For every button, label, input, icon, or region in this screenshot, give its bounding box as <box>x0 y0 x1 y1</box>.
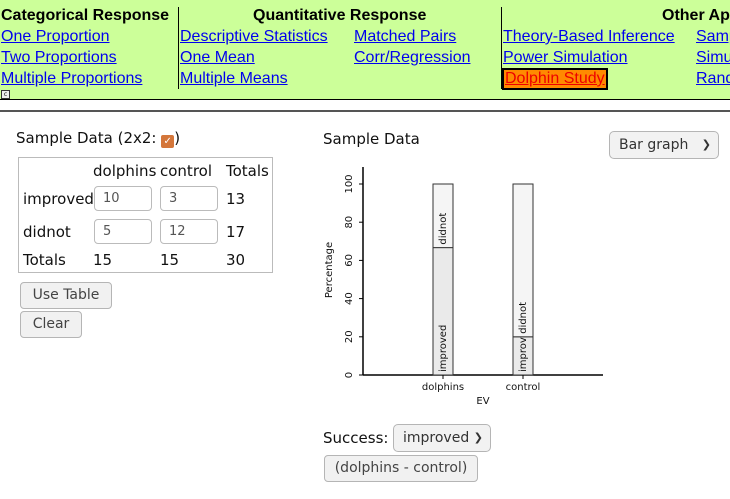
use-table-button[interactable]: Use Table <box>20 282 112 309</box>
didnot-dolphins-input[interactable] <box>94 219 152 244</box>
success-select[interactable]: improved ❯ <box>393 424 491 452</box>
collapse-nav-toggle[interactable]: c <box>1 90 10 99</box>
sample-data-heading: Sample Data (2x2: ✓) <box>16 129 180 148</box>
bar-segment-didnot <box>512 183 534 338</box>
app-navigation: Categorical Response Quantitative Respon… <box>0 0 730 100</box>
other-applets-header: Other Ap <box>662 7 730 24</box>
graph-type-value: Bar graph <box>619 137 689 153</box>
improved-control-input[interactable] <box>160 186 218 211</box>
simulation-link[interactable]: Simu <box>696 49 730 66</box>
improved-dolphins-input[interactable] <box>94 186 152 211</box>
control-total: 15 <box>160 251 180 269</box>
improved-total: 13 <box>226 190 246 208</box>
two-by-two-checkbox[interactable]: ✓ <box>161 135 175 148</box>
row-label-didnot: didnot <box>23 223 71 241</box>
nav-divider <box>178 7 179 89</box>
dolphins-total: 15 <box>93 251 113 269</box>
chevron-down-icon: ❯ <box>473 431 483 444</box>
nav-border <box>0 99 730 100</box>
two-way-table: dolphins control Totals improved 13 didn… <box>18 157 273 273</box>
bar-label-improved: improved <box>518 325 529 372</box>
column-header-totals: Totals <box>226 162 269 180</box>
graph-type-select[interactable]: Bar graph ❯ <box>609 131 719 159</box>
didnot-control-input[interactable] <box>160 219 218 244</box>
bar-label-improved: improved <box>438 325 449 372</box>
y-axis-label: Percentage <box>324 242 335 298</box>
graph-title: Sample Data <box>323 130 420 148</box>
success-value: improved <box>403 430 470 446</box>
bar-segment-didnot <box>432 183 454 249</box>
descriptive-statistics-link[interactable]: Descriptive Statistics <box>180 28 328 45</box>
matched-pairs-link[interactable]: Matched Pairs <box>354 28 457 45</box>
didnot-total: 17 <box>226 223 246 241</box>
success-label: Success: <box>323 429 389 447</box>
one-proportion-link[interactable]: One Proportion <box>1 28 110 45</box>
column-header-control: control <box>160 162 212 180</box>
column-header-dolphins: dolphins <box>93 162 157 180</box>
chevron-down-icon: ❯ <box>701 138 711 151</box>
y-tick-label: 80 <box>344 216 355 229</box>
nav-divider <box>501 7 502 89</box>
theory-based-inference-link[interactable]: Theory-Based Inference <box>503 28 675 45</box>
difference-button[interactable]: (dolphins - control) <box>324 455 478 482</box>
bar-label-didnot: didnot <box>438 213 449 245</box>
y-tick-label: 100 <box>344 174 355 193</box>
two-proportions-link[interactable]: Two Proportions <box>1 49 117 66</box>
clear-button[interactable]: Clear <box>20 311 82 338</box>
x-tick-label: control <box>506 382 541 393</box>
sample-data-title: Sample Data (2x2: <box>16 129 162 147</box>
row-label-totals: Totals <box>23 251 66 269</box>
multiple-proportions-link[interactable]: Multiple Proportions <box>1 70 143 87</box>
bar-label-didnot: didnot <box>518 302 529 334</box>
categorical-response-header: Categorical Response <box>1 7 170 24</box>
power-simulation-link[interactable]: Power Simulation <box>503 49 628 66</box>
x-tick-label: dolphins <box>422 382 464 393</box>
dolphin-study-link[interactable]: Dolphin Study <box>502 68 608 90</box>
sample-data-title-close: ) <box>174 129 181 147</box>
y-tick-label: 0 <box>344 372 355 378</box>
multiple-means-link[interactable]: Multiple Means <box>180 70 288 87</box>
randomization-link[interactable]: Rand <box>696 70 730 87</box>
y-tick-label: 40 <box>344 292 355 305</box>
section-divider <box>0 110 730 112</box>
y-tick-label: 20 <box>344 330 355 343</box>
one-mean-link[interactable]: One Mean <box>180 49 255 66</box>
sampling-link[interactable]: Samp <box>696 28 730 45</box>
quantitative-response-header: Quantitative Response <box>253 7 427 24</box>
grand-total: 30 <box>226 251 246 269</box>
row-label-improved: improved <box>23 190 94 208</box>
y-tick-label: 60 <box>344 254 355 267</box>
x-axis-label: EV <box>476 396 489 407</box>
corr-regression-link[interactable]: Corr/Regression <box>354 49 471 66</box>
